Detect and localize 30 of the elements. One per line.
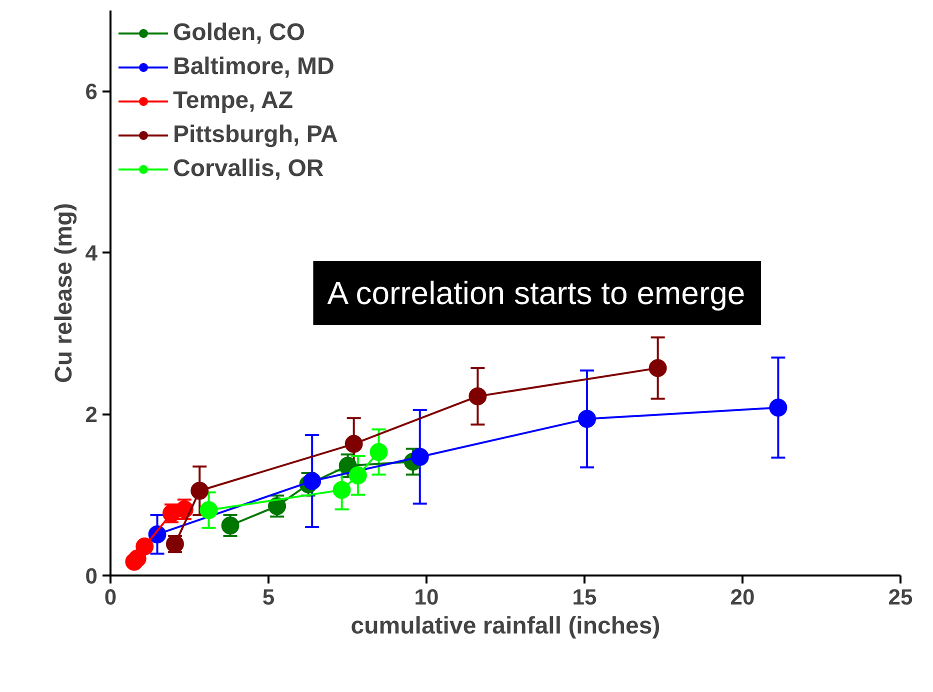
y-tick-label: 2 <box>85 402 98 428</box>
point <box>468 387 487 406</box>
point <box>648 359 667 378</box>
legend-label: Corvallis, OR <box>173 154 324 184</box>
legend-label: Baltimore, MD <box>173 52 334 82</box>
y-tick-label: 6 <box>85 79 98 104</box>
annotation: A correlation starts to emerge <box>327 275 746 311</box>
point <box>370 443 388 461</box>
point <box>190 482 209 500</box>
x-axis-title: cumulative rainfall (inches) <box>350 612 660 640</box>
y-axis-title: Cu release (mg) <box>50 202 78 384</box>
point <box>578 410 596 428</box>
x-tick-label: 25 <box>888 584 913 610</box>
legend-label: Tempe, AZ <box>173 86 294 116</box>
point <box>332 480 351 499</box>
point <box>344 434 363 453</box>
point <box>136 537 154 556</box>
point <box>200 501 218 520</box>
x-tick-label: 0 <box>104 584 117 610</box>
point <box>348 466 367 484</box>
x-tick-label: 10 <box>414 584 439 610</box>
point <box>410 448 429 466</box>
y-tick-label: 4 <box>85 240 98 266</box>
legend-label: Golden, CO <box>173 18 305 48</box>
x-tick-label: 5 <box>262 584 275 610</box>
x-tick-label: 15 <box>572 584 597 610</box>
point <box>769 398 788 417</box>
y-tick-label: 0 <box>85 564 98 588</box>
legend-label: Pittsburgh, PA <box>173 120 338 150</box>
x-tick-label: 20 <box>730 584 755 610</box>
